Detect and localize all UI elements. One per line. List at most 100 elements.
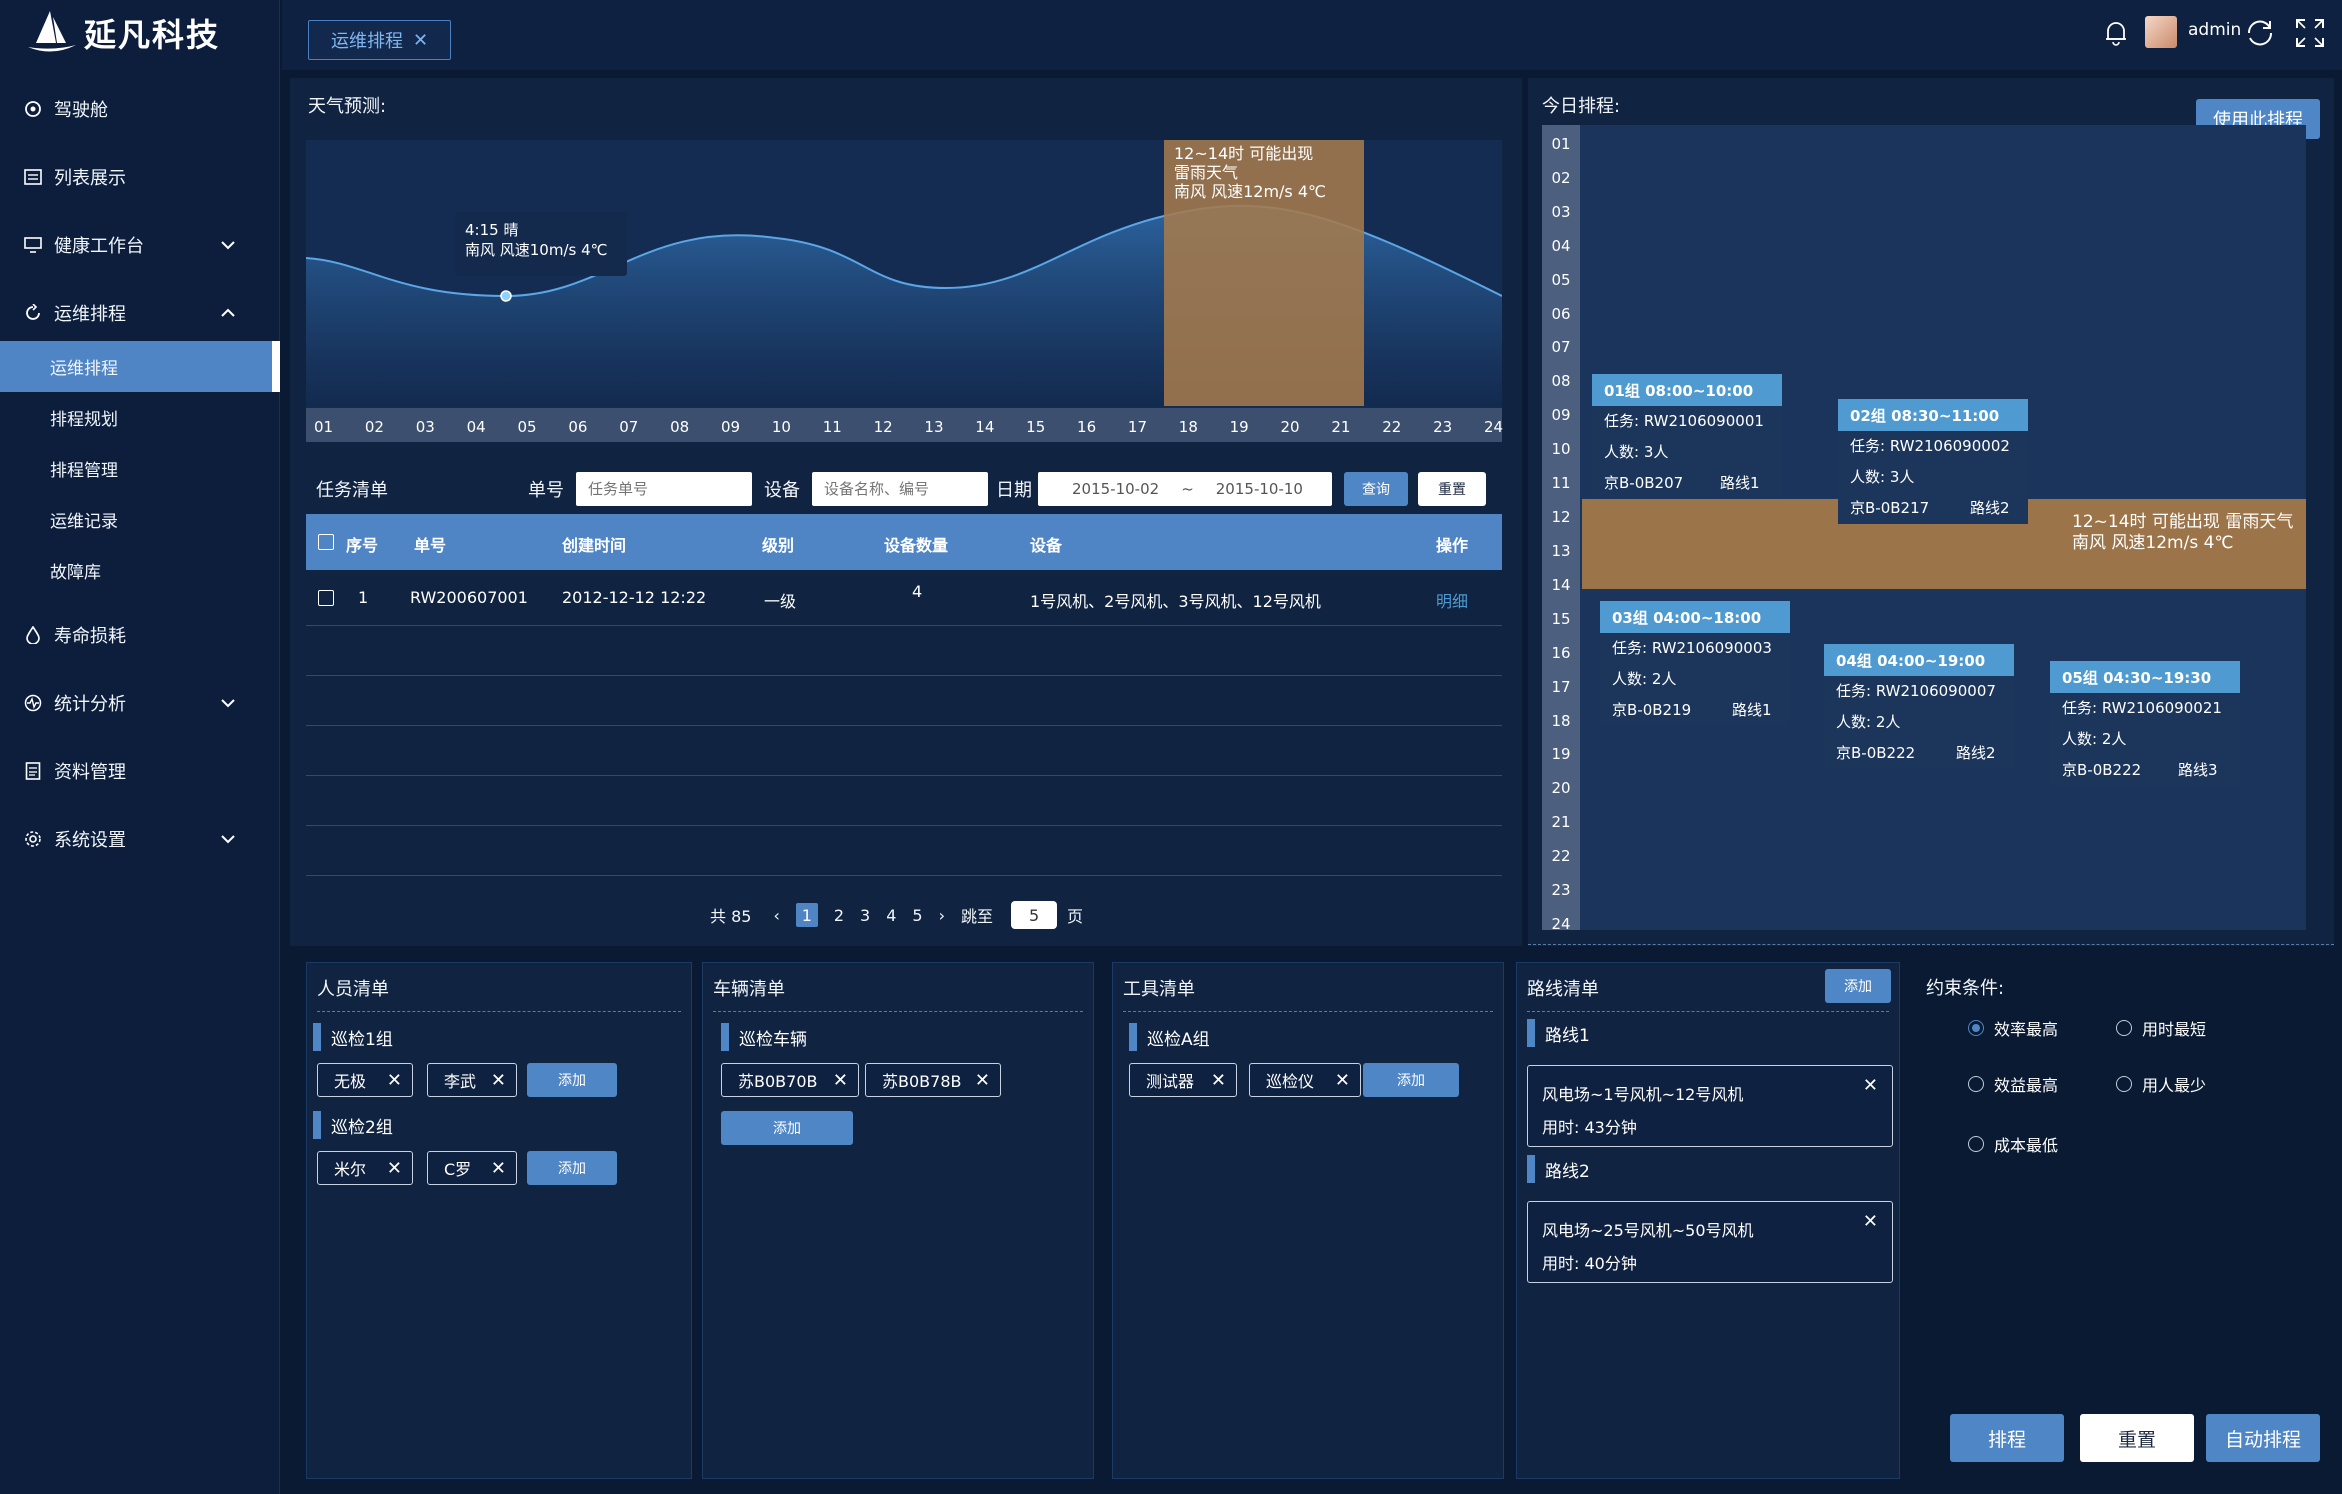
page-number[interactable]: 2 xyxy=(833,905,845,925)
prev-page-icon[interactable]: ‹ xyxy=(773,905,780,925)
radio-efficiency[interactable]: 效率最高 xyxy=(1968,1016,2058,1040)
tool-chip[interactable]: 巡检仪 ✕ xyxy=(1249,1063,1361,1097)
add-tool-button[interactable]: 添加 xyxy=(1363,1063,1459,1097)
reset-filter-button[interactable]: 重置 xyxy=(1418,472,1486,506)
tool-chip[interactable]: 测试器 ✕ xyxy=(1129,1063,1237,1097)
vehicle-chip[interactable]: 苏B0B70B ✕ xyxy=(721,1063,859,1097)
close-icon[interactable]: ✕ xyxy=(974,1069,990,1091)
brand-name: 延凡科技 xyxy=(84,16,221,54)
page-number[interactable]: 5 xyxy=(912,905,923,925)
sidebar-subitem-planning[interactable]: 排程规划 xyxy=(0,392,280,443)
sidebar-subitem-fault-library[interactable]: 故障库 xyxy=(0,545,280,596)
close-icon[interactable]: ✕ xyxy=(490,1069,506,1091)
sidebar-item-settings[interactable]: 系统设置 xyxy=(0,813,280,865)
sidebar-item-cockpit[interactable]: 驾驶舱 xyxy=(0,83,280,135)
date-from: 2015-10-02 xyxy=(1072,480,1160,498)
close-icon[interactable]: ✕ xyxy=(490,1157,506,1179)
schedule-button[interactable]: 排程 xyxy=(1950,1414,2064,1462)
goto-page-input[interactable]: 5 xyxy=(1011,901,1058,929)
card-task: 任务: RW2106090001 xyxy=(1604,412,1764,430)
schedule-hour-label: 09 xyxy=(1551,406,1571,425)
hour-tick-label: 11 xyxy=(822,418,842,436)
row-checkbox[interactable] xyxy=(318,590,334,606)
schedule-card[interactable]: 03组 04:00~18:00 任务: RW2106090003 人数: 2人 … xyxy=(1600,601,1790,726)
storm-highlight xyxy=(1164,140,1364,406)
close-icon[interactable]: ✕ xyxy=(412,29,429,51)
group-label: 巡检1组 xyxy=(313,1023,393,1051)
radio-fewest-people[interactable]: 用人最少 xyxy=(2116,1072,2206,1096)
sidebar-item-statistics[interactable]: 统计分析 xyxy=(0,677,280,729)
sidebar-subitem-maintenance-schedule[interactable]: 运维排程 xyxy=(0,341,280,392)
route-card[interactable]: 风电场~1号风机~12号风机 用时: 43分钟 ✕ xyxy=(1527,1065,1893,1147)
close-icon[interactable]: ✕ xyxy=(1862,1211,1878,1232)
fullscreen-icon[interactable] xyxy=(2294,17,2326,49)
schedule-card[interactable]: 01组 08:00~10:00 任务: RW2106090001 人数: 3人 … xyxy=(1592,374,1782,499)
weather-title: 天气预测: xyxy=(308,96,387,117)
sidebar-subitem-records[interactable]: 运维记录 xyxy=(0,494,280,545)
sidebar-item-documents[interactable]: 资料管理 xyxy=(0,745,280,797)
card-plate: 京B-0B207 xyxy=(1604,474,1684,492)
storm-line: 南风 风速12m/s 4℃ xyxy=(2072,533,2234,553)
chip-label: C罗 xyxy=(444,1160,472,1179)
chip-label: 李武 xyxy=(444,1072,477,1091)
sidebar-item-maintenance[interactable]: 运维排程 xyxy=(0,287,280,339)
add-member-button[interactable]: 添加 xyxy=(527,1151,617,1185)
add-member-button[interactable]: 添加 xyxy=(527,1063,617,1097)
page-number[interactable]: 4 xyxy=(886,905,897,925)
auto-schedule-button[interactable]: 自动排程 xyxy=(2206,1414,2320,1462)
radio-dot xyxy=(2116,1020,2132,1036)
schedule-card[interactable]: 02组 08:30~11:00 任务: RW2106090002 人数: 3人 … xyxy=(1838,399,2028,524)
radio-shortest-time[interactable]: 用时最短 xyxy=(2116,1016,2206,1040)
add-vehicle-button[interactable]: 添加 xyxy=(721,1111,853,1145)
close-icon[interactable]: ✕ xyxy=(1862,1075,1878,1096)
divider xyxy=(713,1011,1083,1012)
vehicle-chip[interactable]: 苏B0B78B ✕ xyxy=(865,1063,1001,1097)
member-chip[interactable]: C罗 ✕ xyxy=(427,1151,517,1185)
sidebar-subitem-management[interactable]: 排程管理 xyxy=(0,443,280,494)
device-input[interactable] xyxy=(812,472,988,506)
radio-lowest-cost[interactable]: 成本最低 xyxy=(1968,1132,2058,1156)
page-number[interactable]: 1 xyxy=(795,903,818,927)
member-chip[interactable]: 米尔 ✕ xyxy=(317,1151,413,1185)
sidebar-subitem-label: 排程管理 xyxy=(50,461,118,481)
member-chip[interactable]: 无极 ✕ xyxy=(317,1063,413,1097)
add-route-button[interactable]: 添加 xyxy=(1825,969,1891,1003)
refresh-icon[interactable] xyxy=(2244,17,2276,49)
order-no-input[interactable] xyxy=(576,472,752,506)
user-name[interactable]: admin xyxy=(2188,20,2242,40)
sidebar-item-lifespan[interactable]: 寿命损耗 xyxy=(0,609,280,661)
schedule-card[interactable]: 04组 04:00~19:00 任务: RW2106090007 人数: 2人 … xyxy=(1824,644,2014,769)
page-number[interactable]: 3 xyxy=(860,905,871,925)
cell-devices: 1号风机、2号风机、3号风机、12号风机 xyxy=(1030,592,1321,611)
chip-label: 无极 xyxy=(334,1072,367,1091)
reset-button[interactable]: 重置 xyxy=(2080,1414,2194,1462)
schedule-title: 今日排程: xyxy=(1542,96,1621,117)
close-icon[interactable]: ✕ xyxy=(386,1069,402,1091)
close-icon[interactable]: ✕ xyxy=(1334,1069,1350,1091)
avatar[interactable] xyxy=(2145,16,2177,48)
radio-benefit[interactable]: 效益最高 xyxy=(1968,1072,2058,1096)
select-all-checkbox[interactable] xyxy=(318,534,334,550)
close-icon[interactable]: ✕ xyxy=(386,1157,402,1179)
sidebar-item-health[interactable]: 健康工作台 xyxy=(0,219,280,271)
tooltip-line: 12~14时 可能出现 xyxy=(1174,144,1314,163)
dashboard-icon xyxy=(22,98,44,120)
close-icon[interactable]: ✕ xyxy=(1210,1069,1226,1091)
query-button[interactable]: 查询 xyxy=(1344,472,1408,506)
route-card[interactable]: 风电场~25号风机~50号风机 用时: 40分钟 ✕ xyxy=(1527,1201,1893,1283)
schedule-hour-label: 04 xyxy=(1551,236,1571,255)
radio-label: 用时最短 xyxy=(2142,1020,2207,1039)
hour-tick-label: 01 xyxy=(314,418,334,436)
device-label: 设备 xyxy=(764,480,800,501)
close-icon[interactable]: ✕ xyxy=(832,1069,848,1091)
tab-maintenance-schedule[interactable]: 运维排程 ✕ xyxy=(308,20,451,60)
member-chip[interactable]: 李武 ✕ xyxy=(427,1063,517,1097)
bell-icon[interactable] xyxy=(2104,20,2128,46)
detail-link[interactable]: 明细 xyxy=(1436,592,1469,611)
next-page-icon[interactable]: › xyxy=(938,905,946,925)
refresh-cycle-icon xyxy=(22,302,44,324)
schedule-card[interactable]: 05组 04:30~19:30 任务: RW2106090021 人数: 2人 … xyxy=(2050,661,2240,786)
sidebar-item-list[interactable]: 列表展示 xyxy=(0,151,280,203)
radio-dot xyxy=(2116,1076,2132,1092)
date-range-picker[interactable]: 2015-10-02 ~ 2015-10-10 xyxy=(1038,472,1332,506)
